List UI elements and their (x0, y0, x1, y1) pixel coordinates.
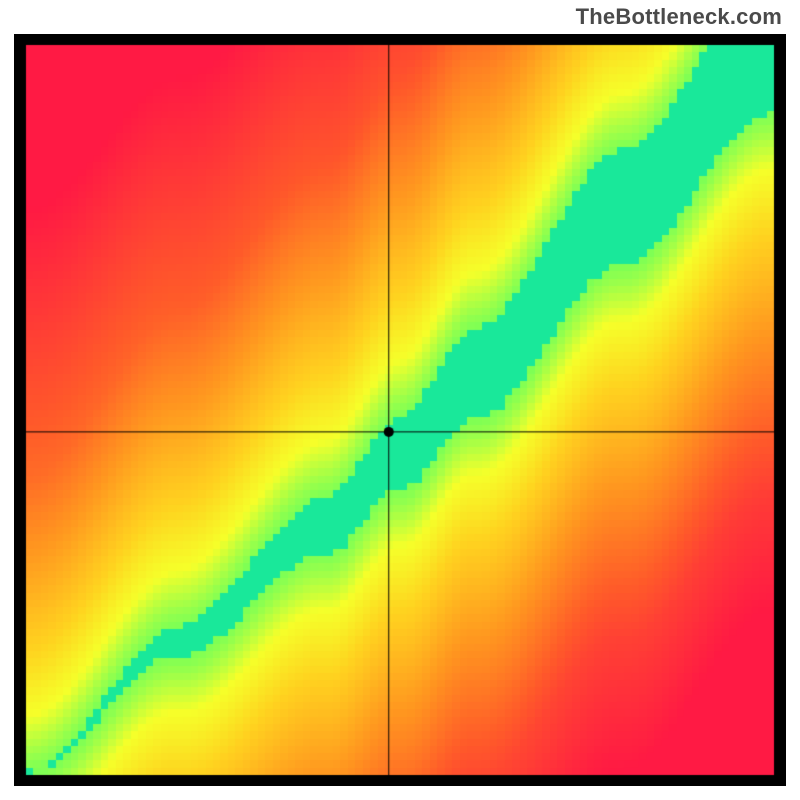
bottleneck-heatmap (14, 34, 786, 786)
watermark-text: TheBottleneck.com (576, 4, 782, 30)
chart-container: TheBottleneck.com (0, 0, 800, 800)
